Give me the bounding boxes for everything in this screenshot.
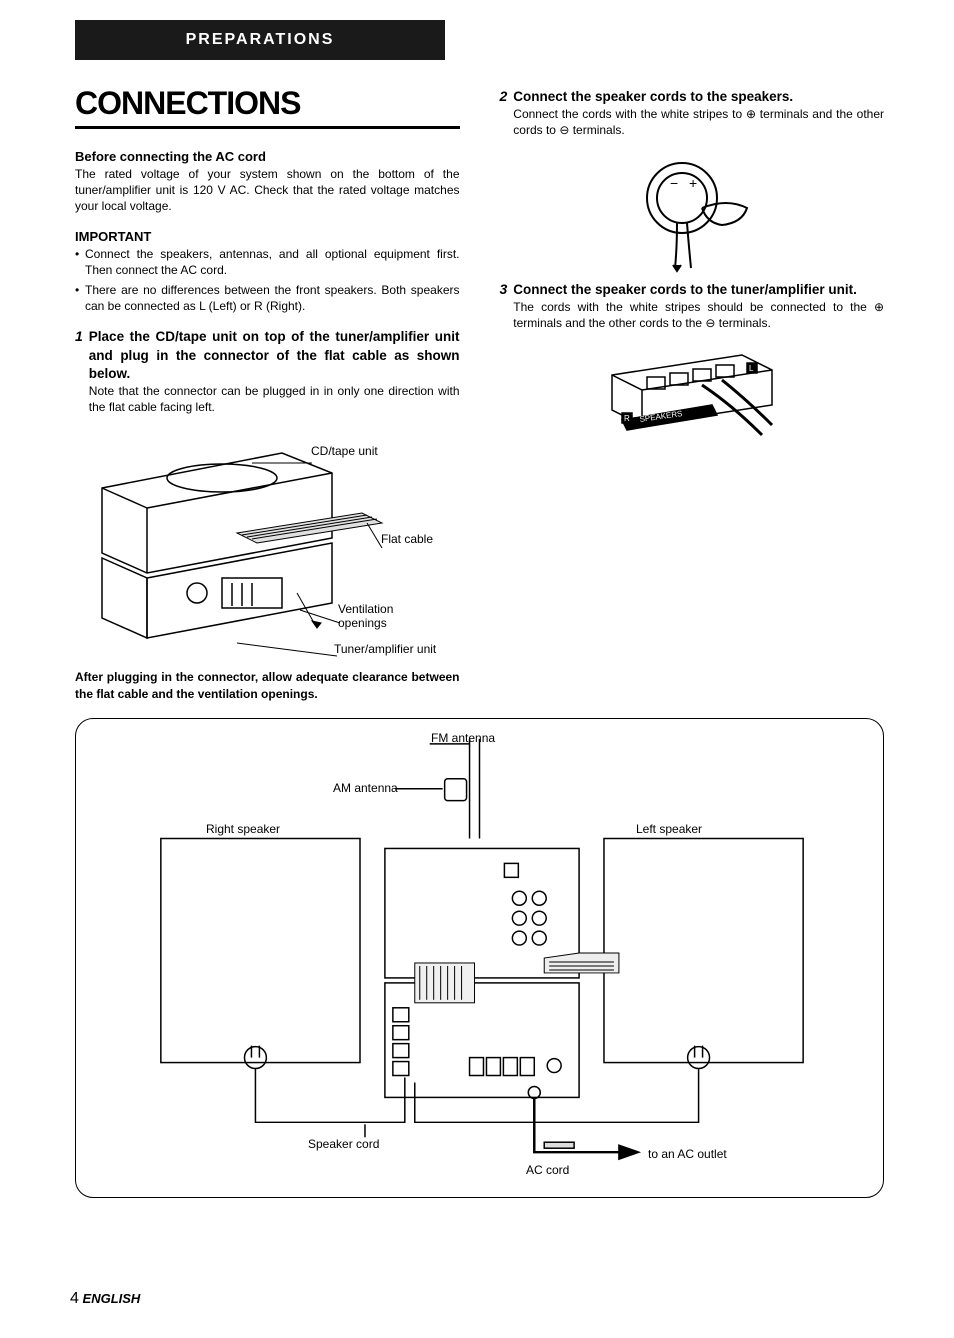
preparations-banner: PREPARATIONS	[75, 20, 445, 60]
step-2: 2 Connect the speaker cords to the speak…	[500, 88, 885, 139]
page-title: CONNECTIONS	[75, 85, 460, 129]
callout-tuner-amp: Tuner/amplifier unit	[334, 642, 436, 656]
callout-flat-cable: Flat cable	[381, 532, 433, 546]
svg-text:−: −	[670, 175, 678, 191]
callout-am-antenna: AM antenna	[333, 781, 398, 795]
speaker-terminal-svg: − +	[627, 153, 757, 273]
important-head: IMPORTANT	[75, 229, 460, 244]
figure-amp-terminals: SPEAKERS R L	[500, 345, 885, 465]
before-connecting-section: Before connecting the AC cord The rated …	[75, 149, 460, 215]
figure-stacked-units: CD/tape unit Flat cable Ventilation open…	[75, 429, 460, 659]
after-plugging-note: After plugging in the connector, allow a…	[75, 669, 460, 701]
connection-diagram-svg	[76, 719, 883, 1197]
callout-right-speaker: Right speaker	[206, 822, 280, 836]
page-number: 4	[70, 1290, 79, 1307]
step-1: 1 Place the CD/tape unit on top of the t…	[75, 328, 460, 415]
important-bullets: Connect the speakers, antennas, and all …	[75, 246, 460, 315]
callout-cd-tape: CD/tape unit	[311, 444, 378, 458]
figure-full-connection-diagram: FM antenna AM antenna Right speaker Left…	[75, 718, 884, 1198]
step-number: 3	[500, 281, 508, 332]
callout-speaker-cord: Speaker cord	[308, 1137, 379, 1151]
page-footer: 4 ENGLISH	[70, 1290, 140, 1308]
callout-left-speaker: Left speaker	[636, 822, 702, 836]
step-number: 2	[500, 88, 508, 139]
step-number: 1	[75, 328, 83, 415]
step-1-title: Place the CD/tape unit on top of the tun…	[89, 328, 460, 383]
before-connecting-body: The rated voltage of your system shown o…	[75, 166, 460, 215]
left-column: CONNECTIONS Before connecting the AC cor…	[75, 85, 460, 702]
amp-terminals-svg: SPEAKERS R L	[592, 345, 792, 465]
svg-text:L: L	[749, 364, 754, 373]
step-3: 3 Connect the speaker cords to the tuner…	[500, 281, 885, 332]
step-1-text: Note that the connector can be plugged i…	[89, 383, 460, 415]
two-column-content: CONNECTIONS Before connecting the AC cor…	[75, 85, 884, 702]
stacked-units-svg	[82, 438, 452, 668]
step-2-title: Connect the speaker cords to the speaker…	[513, 88, 884, 106]
important-section: IMPORTANT Connect the speakers, antennas…	[75, 229, 460, 315]
step-3-title: Connect the speaker cords to the tuner/a…	[513, 281, 884, 299]
callout-ac-outlet: to an AC outlet	[648, 1147, 727, 1161]
page-language: ENGLISH	[83, 1291, 141, 1306]
callout-ac-cord: AC cord	[526, 1163, 569, 1177]
bullet-item: There are no differences between the fro…	[75, 282, 460, 314]
svg-text:+: +	[689, 175, 697, 191]
step-3-text: The cords with the white stripes should …	[513, 299, 884, 331]
svg-text:R: R	[624, 414, 630, 423]
bullet-item: Connect the speakers, antennas, and all …	[75, 246, 460, 278]
right-column: 2 Connect the speaker cords to the speak…	[500, 85, 885, 702]
figure-speaker-terminal: − +	[500, 153, 885, 273]
step-2-text: Connect the cords with the white stripes…	[513, 106, 884, 138]
callout-fm-antenna: FM antenna	[431, 731, 495, 745]
callout-ventilation: Ventilation openings	[338, 602, 408, 630]
before-connecting-head: Before connecting the AC cord	[75, 149, 460, 164]
